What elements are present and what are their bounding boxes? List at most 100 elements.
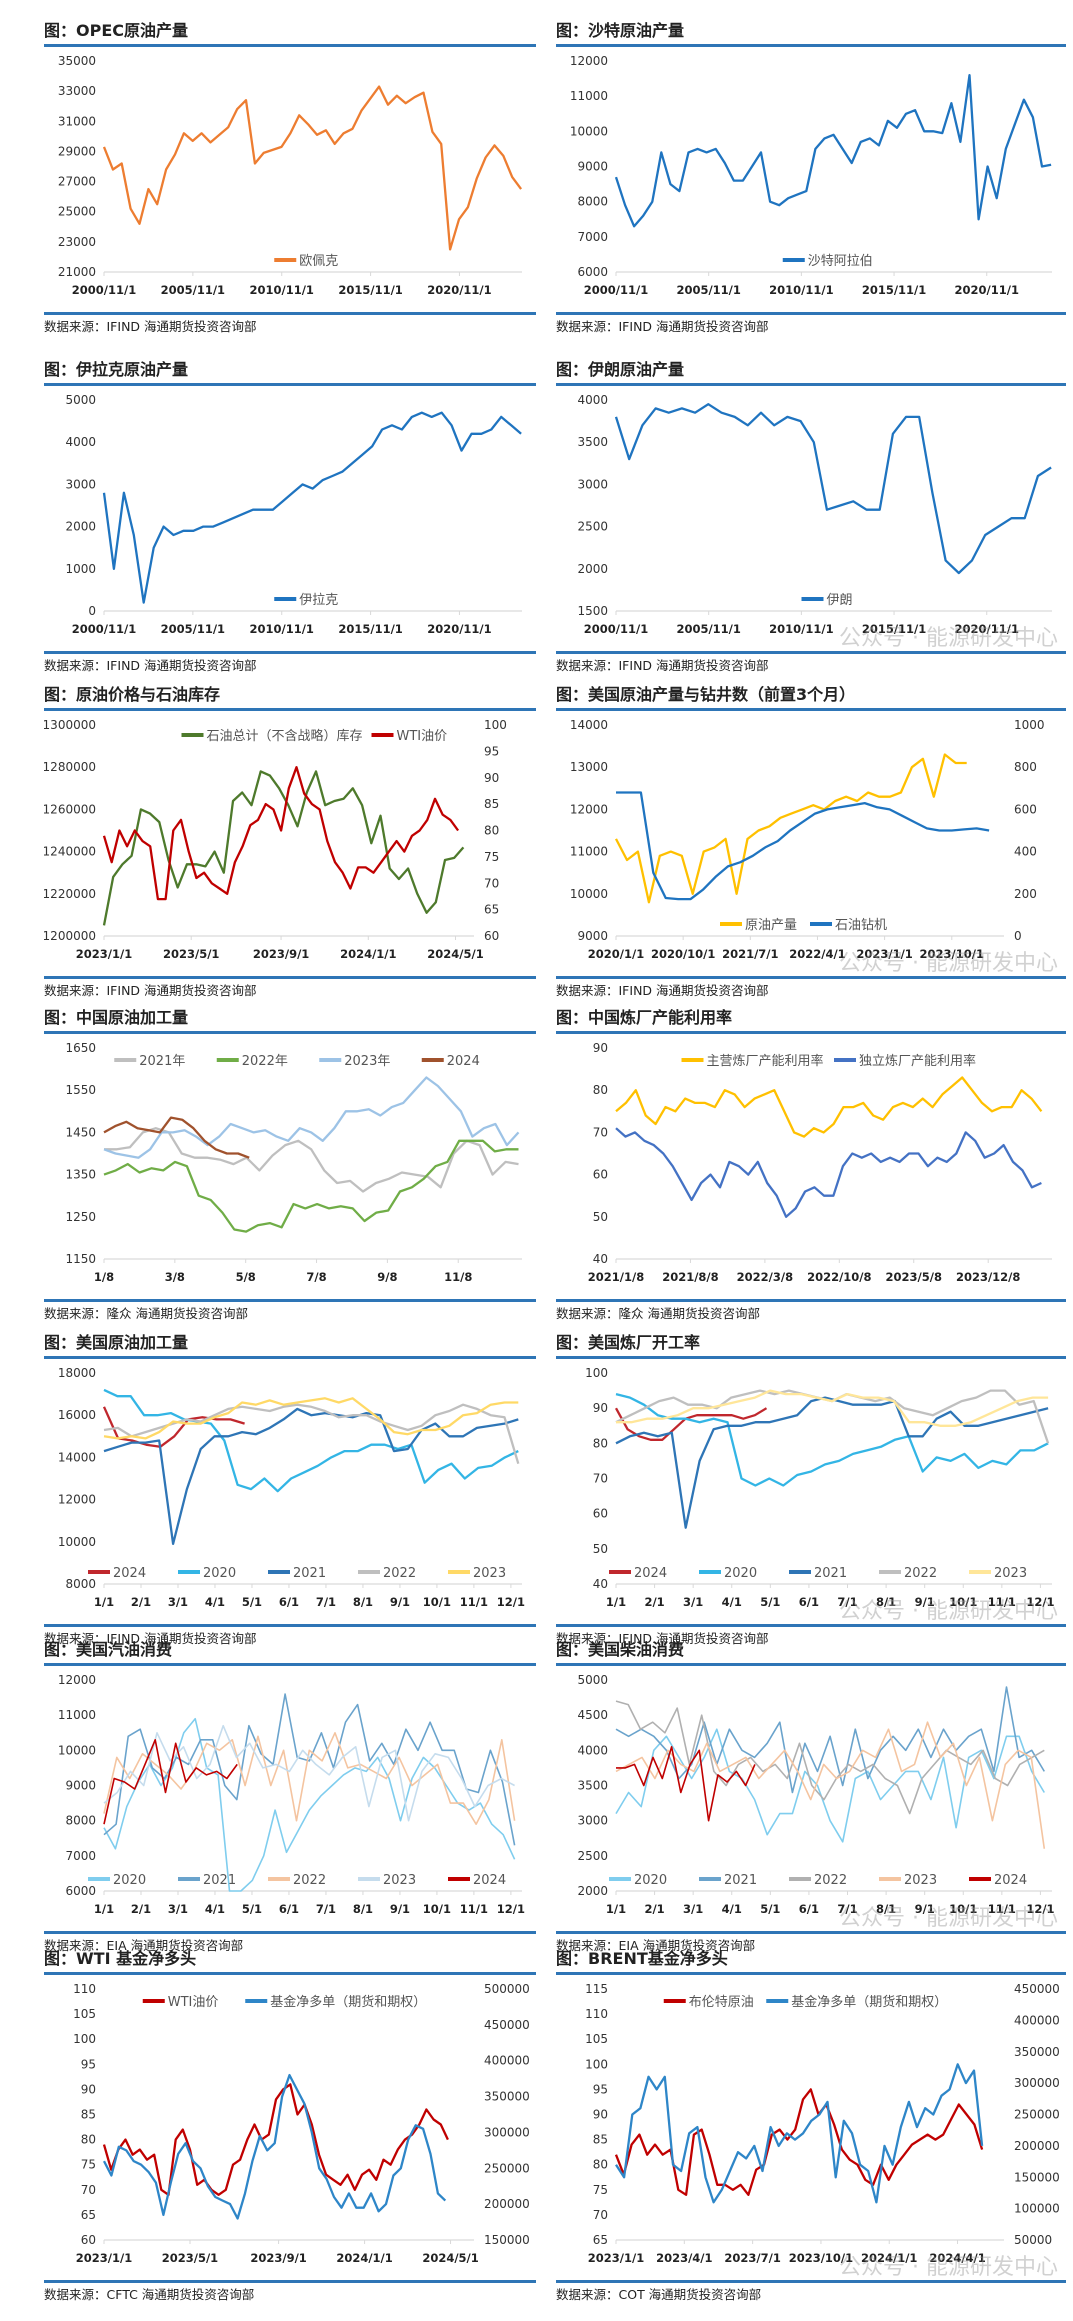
y-tick-label: 1550 (65, 1083, 96, 1097)
legend-item: 石油钻机 (810, 918, 887, 933)
y2-tick-label: 800 (1014, 760, 1037, 774)
y-tick-label: 4000 (577, 393, 608, 407)
legend-label: 2021 (203, 1873, 236, 1888)
chart-title: 图：伊朗原油产量 (556, 360, 685, 379)
y2-tick-label: 200000 (484, 2197, 530, 2211)
x-tick-label: 2015/11/1 (338, 283, 402, 297)
chart-title: 图：BRENT基金净多头 (556, 1949, 728, 1968)
chart-panel-us-refinery-rate: 图：美国炼厂开工率 40 50 60 70 80 90 100 1/1 2/1 3/1 4/1 5/1… (556, 1330, 1066, 1651)
series-line-2020 (615, 1728, 1045, 1843)
x-tick-label: 2022/10/8 (807, 1270, 871, 1284)
legend-item: 伊朗 (801, 593, 853, 608)
x-tick-label: 8/1 (353, 1595, 373, 1609)
series-line-2021 (615, 1396, 1049, 1529)
legend-item: 原油产量 (720, 918, 797, 933)
x-tick-label: 2005/11/1 (161, 622, 225, 636)
chart-title: 图：沙特原油产量 (556, 21, 685, 40)
x-tick-label: 7/1 (316, 1902, 336, 1916)
x-tick-label: 3/1 (168, 1595, 188, 1609)
x-tick-label: 6/1 (279, 1595, 299, 1609)
chart-title: 图：WTI 基金净多头 (44, 1949, 197, 1968)
y-tick-label: 2500 (577, 520, 608, 534)
series-line-石油总计（不含战略）库存 (102, 770, 465, 926)
y-tick-label: 23000 (58, 235, 96, 249)
x-tick-label: 2000/11/1 (584, 283, 648, 297)
y-tick-label: 31000 (58, 114, 96, 128)
y-tick-label: 35000 (58, 54, 96, 68)
chart-panel-price-inventory: 图：原油价格与石油库存 1200000 1220000 1240000 1260000… (44, 682, 536, 1003)
x-tick-label: 2023/5/1 (162, 2251, 218, 2265)
y-tick-label: 25000 (58, 205, 96, 219)
series-line-2023 (616, 1389, 1049, 1427)
y-tick-label: 95 (81, 2057, 96, 2071)
x-tick-label: 9/1 (390, 1902, 410, 1916)
y-tick-label: 10000 (58, 1743, 96, 1757)
china-runs-chart: 1150 1250 1350 1450 1550 1650 1/8 3/8 5/8 7/8 9/8 1… (65, 1041, 522, 1284)
legend-label: 2022 (814, 1873, 847, 1888)
y-tick-label: 60 (593, 1507, 608, 1521)
wti-net-long-chart: 60 65 70 75 80 85 90 95 100 105 110 150000 200000 250… (73, 1982, 530, 2265)
y-tick-label: 70 (81, 2183, 96, 2197)
x-tick-label: 9/1 (390, 1595, 410, 1609)
x-tick-label: 2021/7/1 (722, 947, 778, 961)
x-tick-label: 2020/11/1 (955, 283, 1019, 297)
legend-label: 沙特阿拉伯 (808, 254, 873, 269)
series-line-基金净多单（期货和期权） (615, 2063, 984, 2204)
legend: 2024 2020 2021 2022 2023 (609, 1566, 1027, 1581)
y2-tick-label: 90 (484, 771, 499, 785)
y-tick-label: 80 (81, 2133, 96, 2147)
x-tick-label: 2020/11/1 (955, 622, 1019, 636)
legend-label: 欧佩克 (299, 254, 338, 269)
chart-title: 图：OPEC原油产量 (44, 21, 189, 40)
x-tick-label: 9/1 (915, 1595, 935, 1609)
y-tick-label: 50 (593, 1542, 608, 1556)
chart-panel-wti-net-long: 图：WTI 基金净多头 60 65 70 75 80 85 90 95 100 105 110 150… (44, 1946, 536, 2307)
legend: 欧佩克 (274, 254, 338, 269)
x-tick-label: 11/1 (460, 1595, 488, 1609)
y-tick-label: 2000 (65, 520, 96, 534)
x-tick-label: 2010/11/1 (250, 283, 314, 297)
y-tick-label: 8000 (65, 1814, 96, 1828)
x-tick-label: 6/1 (799, 1595, 819, 1609)
y-tick-label: 18000 (58, 1366, 96, 1380)
x-tick-label: 9/1 (915, 1902, 935, 1916)
legend-item: 2020 (699, 1566, 757, 1581)
y2-tick-label: 500000 (484, 1982, 530, 1996)
legend-item: 沙特阿拉伯 (782, 254, 873, 269)
legend-item: 2020 (609, 1873, 667, 1888)
us-gasoline-chart: 6000 7000 8000 9000 10000 11000 12000 1/1 2/1 3/1… (58, 1673, 525, 1916)
x-tick-label: 4/1 (205, 1595, 225, 1609)
series-line-2024 (103, 1739, 238, 1825)
x-tick-label: 3/8 (165, 1270, 185, 1284)
y-tick-label: 95 (593, 2082, 608, 2096)
y2-tick-label: 0 (1014, 929, 1022, 943)
series-line-WTI油价 (102, 2083, 449, 2196)
x-tick-label: 7/1 (316, 1595, 336, 1609)
legend-item: 独立炼厂产能利用率 (834, 1053, 976, 1069)
legend-item: 2021 (268, 1566, 326, 1581)
legend-label: 基金净多单（期货和期权） (791, 1994, 947, 2010)
y-tick-label: 10000 (570, 887, 608, 901)
legend-item: 2024 (88, 1566, 146, 1581)
legend-item: WTI油价 (371, 729, 447, 744)
x-tick-label: 2023/10/1 (789, 2251, 853, 2265)
saudi-production-chart: 6000 7000 8000 9000 10000 11000 12000 2000/11/1… (570, 54, 1052, 297)
legend-label: 独立炼厂产能利用率 (859, 1053, 976, 1069)
divider (44, 383, 536, 386)
legend-label: 布伦特原油 (689, 1995, 754, 2010)
x-tick-label: 3/1 (168, 1902, 188, 1916)
chart-panel-us-production-rigs: 图：美国原油产量与钻井数（前置3个月） 9000 10000 11000 12000 1… (556, 682, 1066, 1003)
legend-label: 2024 (473, 1873, 506, 1888)
y-tick-label: 1500 (577, 604, 608, 618)
x-tick-label: 10/1 (949, 1902, 977, 1916)
series-line-2021 (615, 1686, 1045, 1794)
divider (44, 1972, 536, 1975)
y2-tick-label: 250000 (484, 2161, 530, 2175)
x-tick-label: 2005/11/1 (676, 622, 740, 636)
x-tick-label: 2010/11/1 (250, 622, 314, 636)
y2-tick-label: 250000 (1014, 2108, 1060, 2122)
legend: 原油产量 石油钻机 (720, 918, 887, 933)
y-tick-label: 70 (593, 1472, 608, 1486)
legend-item: 2022年 (216, 1054, 288, 1069)
chart-title: 图：美国汽油消费 (44, 1640, 173, 1659)
